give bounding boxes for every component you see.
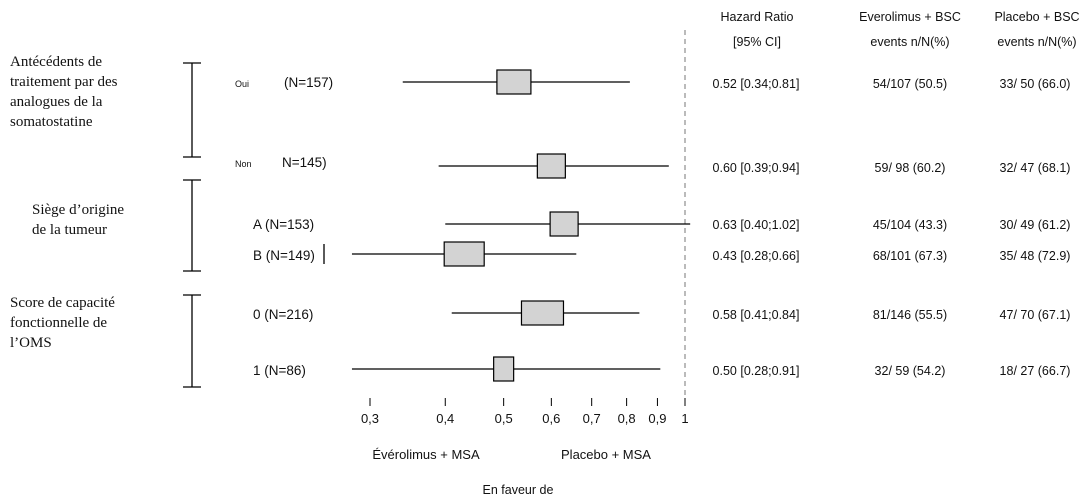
group-label-2-line-1: Siège d’origine [32,202,124,218]
x-tick-label: 0,9 [648,411,666,426]
hr-value: 0.52 [0.34;0.81] [713,77,800,91]
group-label-3-line-1: Score de capacité [10,295,115,311]
group-bracket-1 [183,62,201,158]
placebo-header-sub: events n/N(%) [997,35,1076,49]
placebo-value: 33/ 50 (66.0) [1000,77,1071,91]
row-label: B (N=149) [253,248,315,263]
group-brackets [183,62,201,388]
evero-header: Everolimus + BSC [859,10,961,24]
x-tick-label: 0,6 [542,411,560,426]
x-tick-label: 0,7 [583,411,601,426]
placebo-header: Placebo + BSC [994,10,1079,24]
group-label-1-line-4: somatostatine [10,114,93,130]
hr-value: 0.60 [0.39;0.94] [713,161,800,175]
hr-box [443,241,485,267]
favors-footer: Évérolimus + MSA Placebo + MSA En faveur… [372,447,651,497]
hr-header-sub: [95% CI] [733,35,781,49]
row-label: (N=157) [284,75,333,90]
x-tick-label: 0,5 [495,411,513,426]
group-bracket-3 [183,294,201,388]
evero-value: 54/107 (50.5) [873,77,947,91]
evero-value: 81/146 (55.5) [873,308,947,322]
hr-value: 0.50 [0.28;0.91] [713,364,800,378]
group-label-1-line-3: analogues de la [10,94,103,110]
evero-header-sub: events n/N(%) [870,35,949,49]
group-label-3-line-2: fonctionnelle de [10,315,107,331]
x-tick-label: 0,8 [618,411,636,426]
hr-box [496,69,532,95]
placebo-value: 35/ 48 (72.9) [1000,249,1071,263]
evero-value: 59/ 98 (60.2) [875,161,946,175]
evero-value: 45/104 (43.3) [873,218,947,232]
favors-right: Placebo + MSA [561,447,651,462]
placebo-value: 32/ 47 (68.1) [1000,161,1071,175]
hr-header: Hazard Ratio [721,10,794,24]
placebo-value: 47/ 70 (67.1) [1000,308,1071,322]
group-label-3-line-3: l’OMS [10,335,52,351]
group-label-1-line-1: Antécédents de [10,54,102,70]
evero-value: 32/ 59 (54.2) [875,364,946,378]
row-label: A (N=153) [253,217,314,232]
hr-box [536,153,566,179]
hr-value: 0.63 [0.40;1.02] [713,218,800,232]
group-labels: Antécédents de traitement par des analog… [10,54,124,351]
hr-box [520,300,565,326]
row-label: N=145) [282,155,327,170]
placebo-value: 18/ 27 (66.7) [1000,364,1071,378]
hr-box [493,356,515,382]
row-label: 1 (N=86) [253,363,306,378]
favors-left: Évérolimus + MSA [372,447,480,462]
row-labels: Oui (N=157) Non N=145) A (N=153) B (N=14… [235,75,333,378]
row-prefix: Oui [235,79,249,89]
plot-area: 0,3 0,4 0,5 0,6 0,7 0,8 0,9 1 [351,30,691,426]
group-label-2-line-2: de la tumeur [32,222,107,238]
value-columns: 0.52 [0.34;0.81] 54/107 (50.5) 33/ 50 (6… [713,77,1071,378]
group-label-1-line-2: traitement par des [10,74,118,90]
row-label: 0 (N=216) [253,307,313,322]
x-tick-label: 1 [681,411,688,426]
hr-value: 0.43 [0.28;0.66] [713,249,800,263]
evero-value: 68/101 (67.3) [873,249,947,263]
group-bracket-2 [183,179,201,272]
hr-box [549,211,579,237]
favors-caption: En faveur de [483,483,554,497]
x-tick-label: 0,4 [436,411,454,426]
hr-value: 0.58 [0.41;0.84] [713,308,800,322]
row-prefix: Non [235,159,252,169]
x-tick-label: 0,3 [361,411,379,426]
column-headers: Hazard Ratio [95% CI] Everolimus + BSC e… [721,10,1080,49]
placebo-value: 30/ 49 (61.2) [1000,218,1071,232]
